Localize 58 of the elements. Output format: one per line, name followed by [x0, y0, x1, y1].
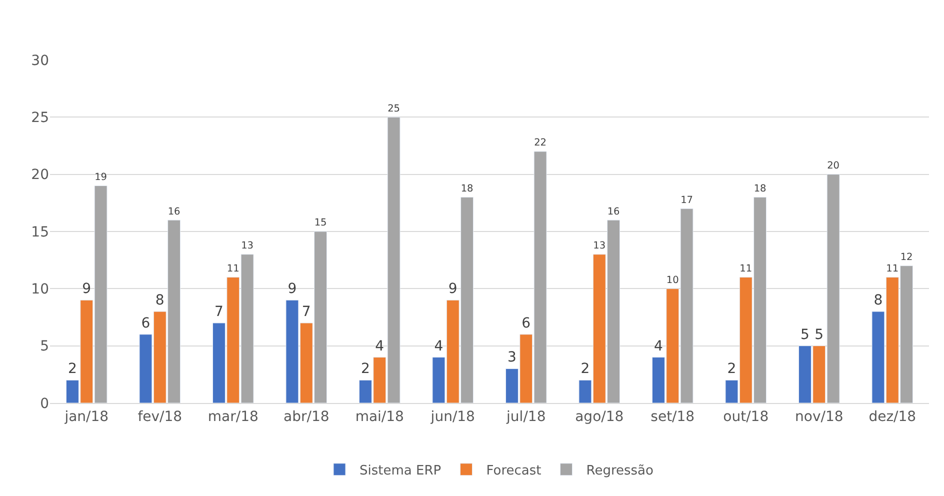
data-label: 17 — [680, 194, 694, 206]
legend-label: Regressão — [586, 463, 654, 478]
data-label: 18 — [754, 183, 766, 194]
data-label: 19 — [94, 172, 108, 183]
data-label: 9 — [82, 281, 92, 298]
data-label: 20 — [827, 160, 840, 172]
data-label: 22 — [534, 138, 547, 149]
y-tick-label: 15 — [31, 224, 49, 240]
y-tick-label: 20 — [31, 167, 49, 184]
data-label: 25 — [388, 103, 400, 114]
x-tick-label: abr/18 — [283, 408, 330, 425]
data-label: 15 — [314, 218, 327, 229]
data-label: 7 — [302, 304, 311, 320]
data-label: 9 — [288, 281, 297, 298]
data-label: 11 — [740, 263, 752, 274]
x-tick-label: out/18 — [723, 408, 769, 425]
x-tick-label: mai/18 — [355, 408, 404, 425]
x-tick-label: fev/18 — [138, 408, 182, 425]
data-label: 16 — [607, 206, 620, 218]
data-label: 12 — [900, 252, 913, 264]
data-label: 5 — [800, 326, 810, 343]
data-label: 10 — [666, 274, 679, 286]
x-tick-label: nov/18 — [794, 408, 844, 425]
data-label: 7 — [214, 304, 224, 320]
data-label: 4 — [375, 338, 384, 354]
data-label: 18 — [460, 183, 474, 194]
data-label: 2 — [68, 361, 77, 378]
data-label: 2 — [580, 361, 590, 378]
x-tick-label: mar/18 — [208, 408, 258, 425]
data-label: 6 — [141, 315, 150, 332]
x-tick-label: ago/18 — [575, 408, 624, 425]
y-tick-label: 0 — [40, 396, 49, 412]
legend-label: Forecast — [486, 463, 542, 478]
data-label: 2 — [361, 361, 370, 378]
y-tick-label: 25 — [31, 110, 49, 126]
data-label: 9 — [448, 281, 458, 298]
data-label: 6 — [522, 315, 531, 332]
data-label: 13 — [241, 240, 254, 252]
y-tick-label: 30 — [31, 52, 49, 69]
x-tick-label: set/18 — [650, 408, 695, 425]
data-label: 16 — [168, 206, 180, 218]
data-label: 11 — [886, 263, 899, 274]
data-label: 5 — [814, 326, 824, 343]
data-label: 3 — [508, 350, 516, 366]
y-tick-label: 10 — [31, 282, 49, 298]
data-label: 4 — [654, 338, 663, 354]
x-tick-label: jun/18 — [430, 408, 475, 425]
data-label: 8 — [874, 292, 883, 309]
data-label: 4 — [434, 338, 444, 354]
x-tick-label: dez/18 — [868, 408, 916, 425]
y-tick-label: 5 — [40, 338, 49, 355]
x-tick-label: jul/18 — [506, 408, 546, 425]
x-tick-label: jan/18 — [64, 408, 109, 425]
data-label: 11 — [226, 263, 240, 274]
legend-label: Sistema ERP — [360, 463, 442, 478]
data-label: 8 — [155, 292, 164, 309]
data-label: 13 — [593, 240, 606, 252]
data-label: 2 — [727, 361, 736, 378]
